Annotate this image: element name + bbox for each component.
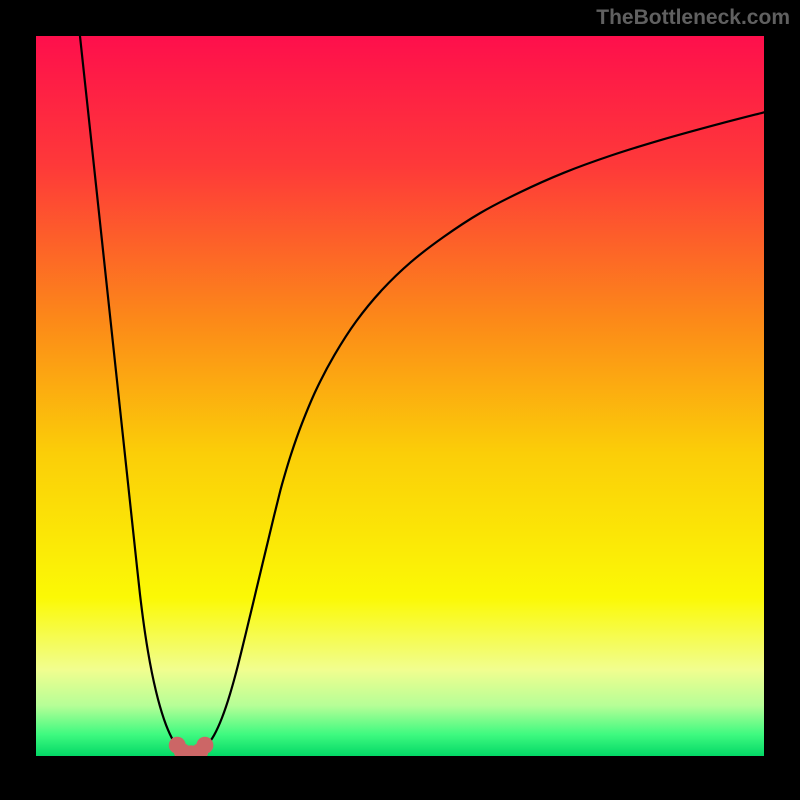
gradient-background <box>36 36 764 756</box>
chart-container: TheBottleneck.com <box>0 0 800 800</box>
valley-marker <box>196 737 213 754</box>
bottleneck-chart <box>36 36 764 756</box>
attribution-text: TheBottleneck.com <box>596 6 790 30</box>
